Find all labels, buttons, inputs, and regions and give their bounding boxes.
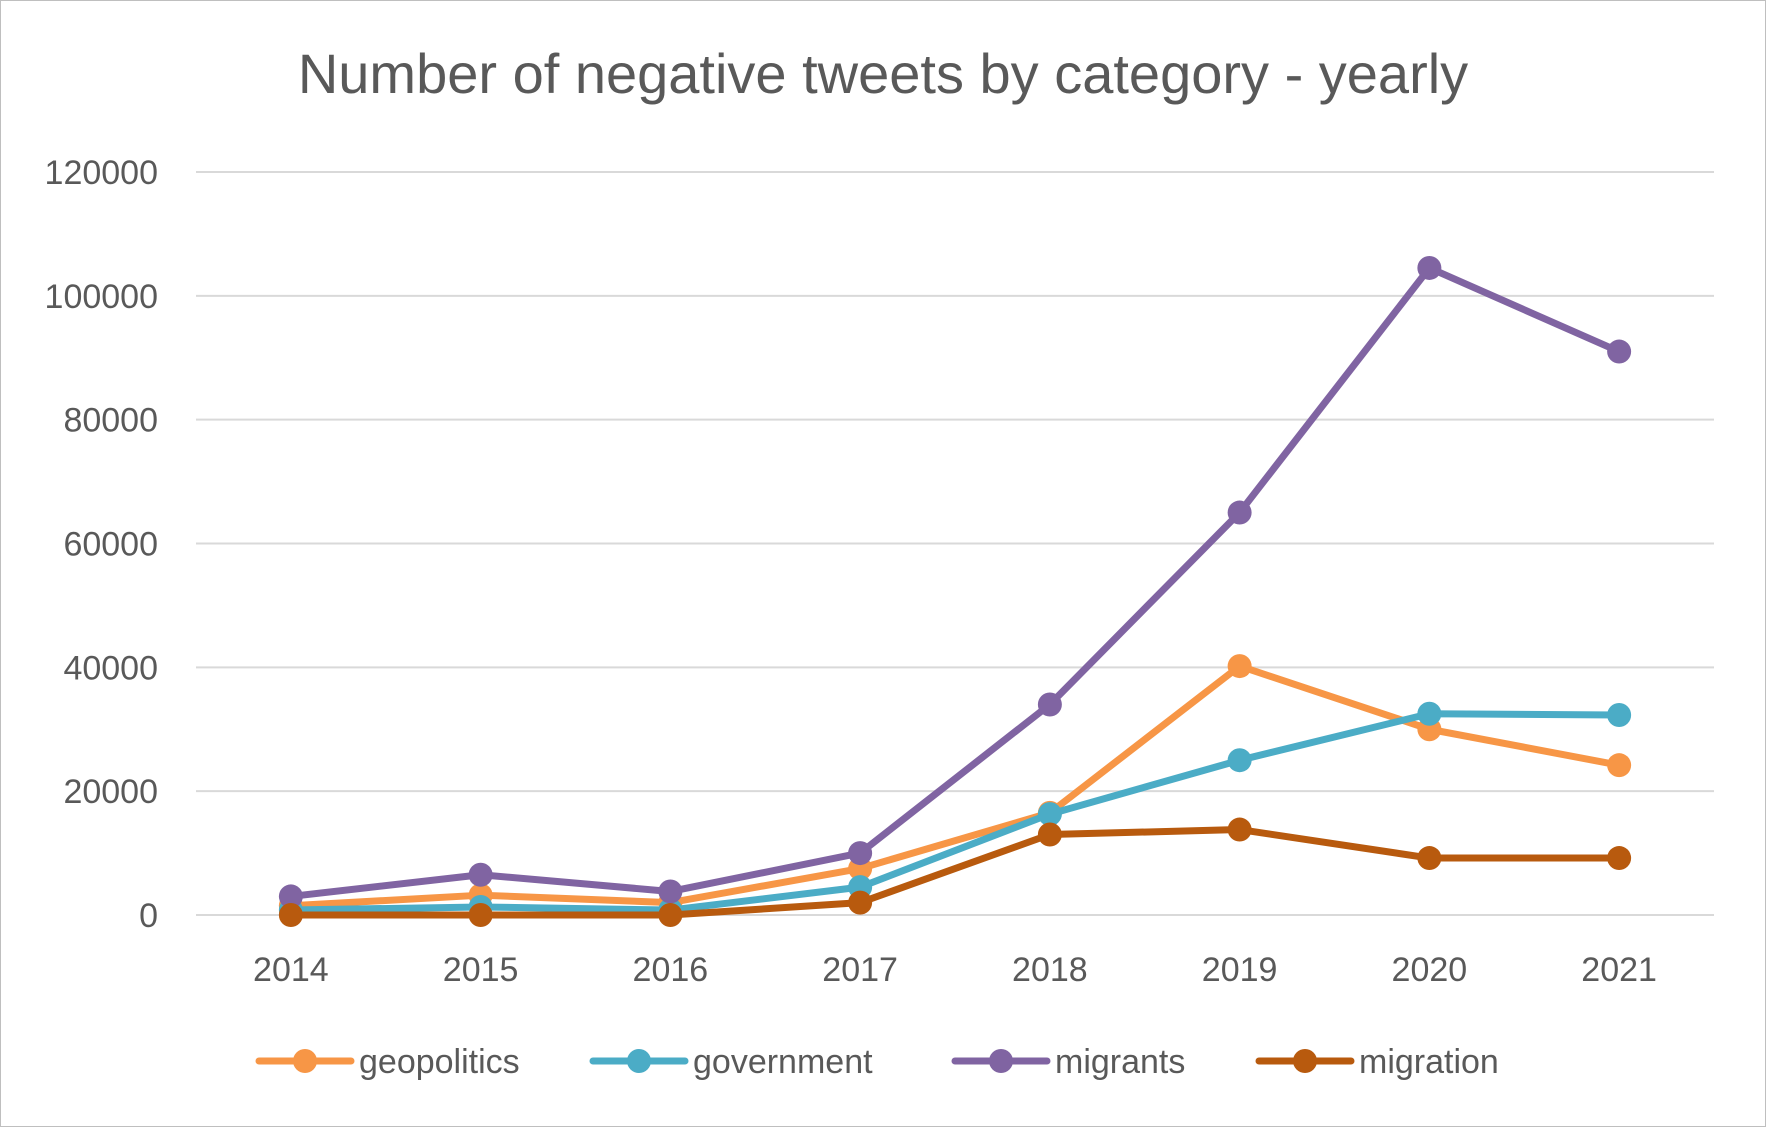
data-point-migrants: [1037, 692, 1062, 717]
y-tick-label: 100000: [45, 278, 158, 316]
data-point-government: [1417, 701, 1442, 726]
data-point-migration: [1227, 817, 1252, 842]
data-point-government: [1037, 802, 1062, 827]
data-point-geopolitics: [1227, 654, 1252, 679]
legend-swatch-marker: [989, 1049, 1013, 1073]
y-tick-label: 40000: [63, 649, 158, 687]
x-tick-label: 2017: [822, 951, 898, 989]
data-point-government: [1227, 748, 1252, 773]
legend-label: government: [693, 1043, 873, 1081]
data-point-migrants: [848, 841, 873, 866]
legend-item-government: government: [589, 1043, 873, 1081]
y-axis-tick-labels: 0 20000 40000 60000 80000 100000 120000: [45, 154, 158, 935]
data-point-government: [1607, 703, 1632, 728]
legend-swatch-marker: [293, 1049, 317, 1073]
y-tick-label: 120000: [45, 154, 158, 192]
y-tick-label: 0: [139, 897, 158, 935]
x-tick-label: 2015: [443, 951, 519, 989]
data-point-geopolitics: [1607, 753, 1632, 778]
y-tick-label: 20000: [63, 773, 158, 811]
data-point-migrants: [1607, 339, 1632, 364]
legend-swatch-marker: [627, 1049, 651, 1073]
data-point-migration: [1417, 846, 1442, 871]
series-lines: [278, 255, 1632, 927]
series-line-migrants: [287, 264, 1623, 900]
x-tick-label: 2018: [1012, 951, 1088, 989]
data-point-migration: [1607, 846, 1632, 871]
y-tick-label: 80000: [63, 402, 158, 440]
legend-label: geopolitics: [359, 1043, 520, 1081]
data-point-migration: [658, 903, 683, 927]
legend: geopolitics government migrants migration: [255, 1043, 1499, 1081]
legend-item-migrants: migrants: [951, 1043, 1185, 1081]
y-tick-label: 60000: [63, 526, 158, 564]
x-axis-tick-labels: 2014 2015 2016 2017 2018 2019 2020 2021: [253, 951, 1657, 989]
chart-title: Number of negative tweets by category - …: [297, 42, 1469, 105]
data-point-migrants: [1227, 500, 1252, 525]
gridlines: [196, 171, 1714, 916]
x-tick-label: 2021: [1581, 951, 1657, 989]
legend-label: migration: [1359, 1043, 1499, 1081]
legend-swatch-marker: [1293, 1049, 1317, 1073]
data-point-migrants: [658, 879, 683, 904]
x-tick-label: 2014: [253, 951, 329, 989]
series-line-migration: [287, 826, 1623, 919]
legend-item-migration: migration: [1255, 1043, 1499, 1081]
data-point-migrants: [1417, 255, 1442, 280]
data-point-migrants: [278, 884, 303, 909]
series-migration: [278, 817, 1632, 927]
x-tick-label: 2019: [1202, 951, 1278, 989]
series-line-government: [287, 710, 1623, 914]
series-migrants: [278, 255, 1632, 909]
data-point-migration: [468, 903, 493, 927]
legend-label: migrants: [1055, 1043, 1185, 1081]
data-point-migration: [848, 890, 873, 915]
x-tick-label: 2020: [1392, 951, 1468, 989]
legend-item-geopolitics: geopolitics: [255, 1043, 520, 1081]
data-point-migrants: [468, 862, 493, 887]
x-tick-label: 2016: [633, 951, 709, 989]
data-point-migration: [1037, 822, 1062, 847]
data-point-migration: [278, 903, 303, 927]
